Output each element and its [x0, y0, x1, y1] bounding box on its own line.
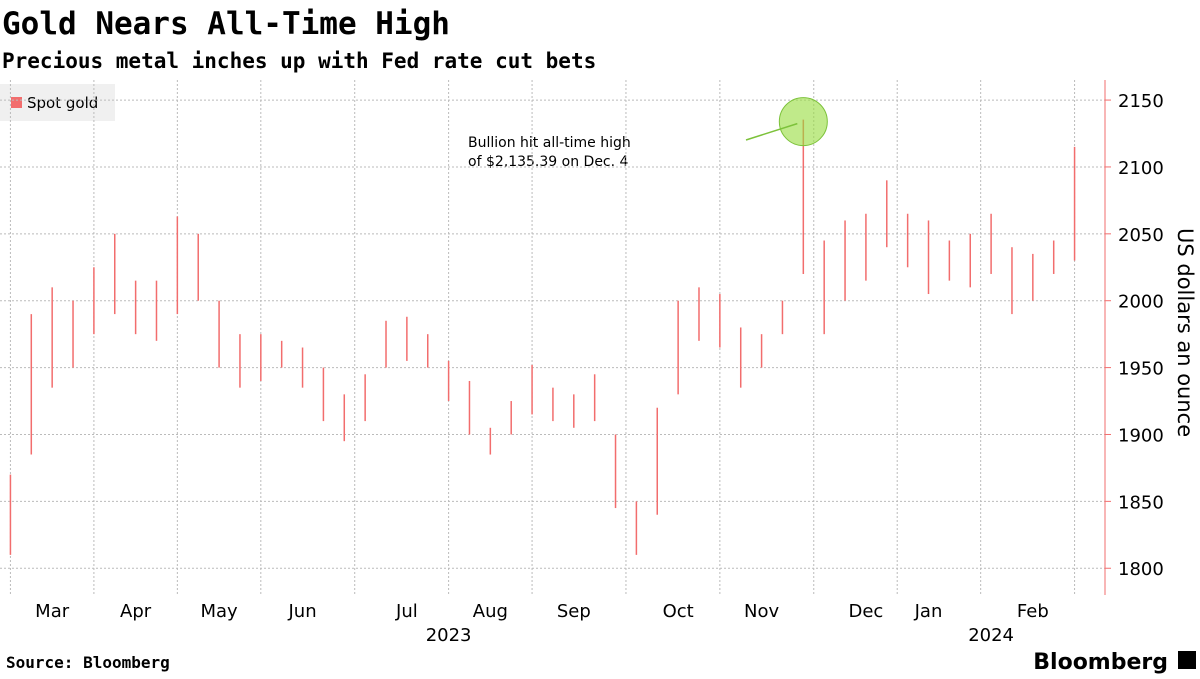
x-tick-label: Aug — [473, 601, 508, 622]
annotation: of $2,135.39 on Dec. 4 — [468, 154, 629, 170]
brand-icon — [1178, 651, 1196, 669]
x-tick-label: Jun — [287, 601, 316, 622]
x-tick-label: Dec — [848, 601, 883, 622]
x-tick-label: Feb — [1017, 601, 1049, 622]
x-tick-label: Nov — [744, 601, 779, 622]
y-tick-label: 1800 — [1118, 559, 1164, 580]
x-tick-label: Sep — [557, 601, 591, 622]
chart-title: Gold Nears All-Time High — [2, 6, 450, 42]
annotation-arrow — [745, 122, 798, 141]
y-tick-label: 2150 — [1118, 91, 1164, 112]
x-tick-label: Jan — [914, 601, 943, 622]
highlight-circle — [778, 97, 828, 147]
y-tick-label: 2100 — [1118, 158, 1164, 179]
x-year-label: 2023 — [426, 625, 472, 646]
y-tick-label: 1900 — [1118, 425, 1164, 446]
y-tick-label: 1850 — [1118, 492, 1164, 513]
legend: Spot gold — [0, 84, 115, 121]
y-tick-label: 2000 — [1118, 292, 1164, 313]
x-year-label: 2024 — [968, 625, 1014, 646]
y-axis-label: US dollars an ounce — [1173, 228, 1197, 437]
x-tick-label: Mar — [35, 601, 70, 622]
legend-swatch — [11, 97, 22, 108]
x-tick-label: Jul — [395, 601, 418, 622]
annotation: Bullion hit all-time high — [468, 135, 631, 151]
brand: Bloomberg — [1033, 650, 1168, 675]
x-tick-label: May — [200, 601, 238, 622]
x-tick-label: Apr — [120, 601, 152, 622]
x-tick-label: Oct — [663, 601, 694, 622]
y-tick-label: 1950 — [1118, 359, 1164, 380]
legend-label: Spot gold — [27, 94, 98, 112]
chart-subtitle: Precious metal inches up with Fed rate c… — [2, 49, 596, 73]
source: Source: Bloomberg — [6, 653, 170, 672]
y-tick-label: 2050 — [1118, 225, 1164, 246]
